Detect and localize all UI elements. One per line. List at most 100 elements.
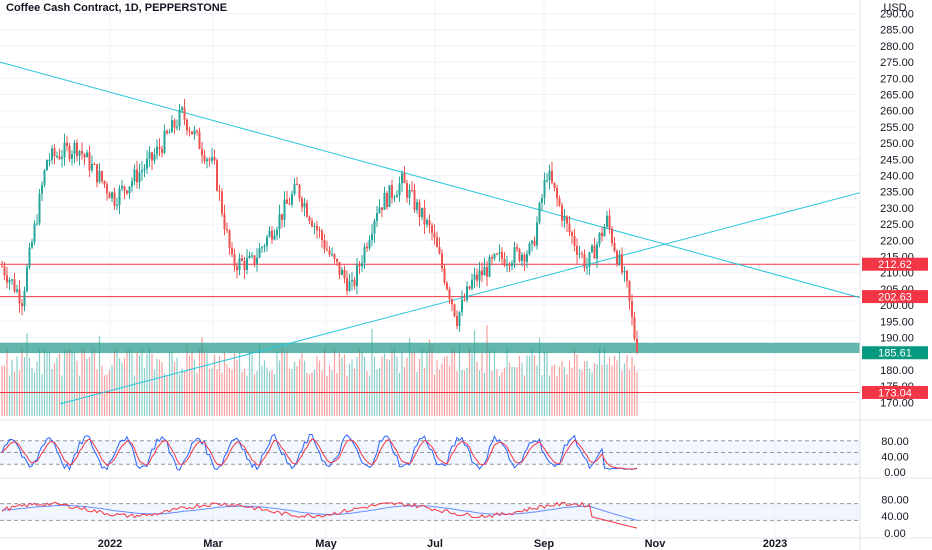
candle-body: [473, 274, 476, 280]
candle-body: [186, 119, 188, 131]
volume-bar: [521, 362, 523, 416]
volume-bar: [453, 349, 456, 416]
candle-body: [146, 158, 148, 169]
volume-bar: [483, 372, 486, 416]
volume-bar: [493, 349, 496, 416]
volume-bar: [558, 366, 561, 416]
volume-bar: [246, 375, 248, 416]
candle-body: [198, 131, 201, 149]
volume-bar: [343, 354, 346, 416]
stochastic-pane: [0, 433, 860, 471]
candle-body: [201, 148, 203, 156]
candle-body: [626, 270, 628, 281]
y-tick-label: 280.00: [880, 41, 914, 53]
volume-bar: [618, 351, 621, 416]
volume-bar: [598, 346, 601, 416]
volume-bar: [178, 374, 181, 416]
candle-body: [83, 154, 86, 158]
candle-body: [156, 146, 158, 155]
volume-bar: [486, 325, 488, 416]
horizontal-levels: [0, 263, 860, 393]
candle-body: [576, 245, 578, 255]
volume-bar: [268, 371, 271, 416]
candle-body: [533, 240, 536, 246]
candle-body: [521, 254, 523, 261]
volume-bar: [61, 375, 63, 416]
candle-body: [326, 249, 328, 251]
y-tick-label: 220.00: [880, 235, 914, 247]
volume-bar: [531, 347, 533, 416]
currency-label: USD: [883, 2, 906, 14]
volume-bar: [423, 367, 426, 416]
y-tick-label: 225.00: [880, 219, 914, 231]
volume-bar: [148, 347, 151, 416]
y-tick-label: 270.00: [880, 73, 914, 85]
candle-body: [193, 130, 196, 135]
candle-body: [331, 254, 333, 256]
candle-body: [621, 254, 623, 273]
candle-body: [346, 278, 348, 292]
last-price-label: 185.61: [878, 348, 912, 360]
volume-bar: [126, 350, 128, 416]
volume-bar: [603, 346, 606, 416]
candle-body: [356, 264, 358, 287]
volume-bar: [86, 358, 88, 416]
volume-bar: [341, 357, 343, 416]
volume-bar: [78, 375, 81, 416]
candle-body: [263, 245, 266, 248]
candle-body: [558, 198, 561, 206]
candle-body: [593, 245, 596, 259]
candle-body: [71, 154, 73, 159]
x-tick-label: Jul: [427, 538, 443, 550]
volume-bar: [248, 351, 251, 416]
candle-body: [153, 154, 156, 161]
volume-bar: [413, 352, 416, 416]
oscillator-signal-line: [1, 504, 638, 521]
volume-bar: [231, 370, 233, 416]
candle-body: [461, 299, 463, 312]
candle-body: [408, 189, 411, 198]
volume-bar: [621, 371, 623, 416]
volume-bar: [611, 365, 613, 416]
candle-body: [373, 220, 376, 234]
candle-body: [353, 279, 356, 287]
volume-bar: [41, 373, 43, 416]
volume-bar: [626, 354, 628, 416]
candle-body: [566, 216, 568, 224]
candle-body: [143, 168, 146, 171]
candle-body: [203, 155, 206, 162]
candle-body: [406, 183, 408, 198]
candle-body: [466, 286, 468, 301]
candle-body: [43, 170, 46, 186]
candle-body: [116, 205, 118, 207]
volume-bar: [616, 360, 618, 416]
candle-body: [378, 207, 381, 213]
oscillator-line: [1, 501, 638, 529]
volume-bar: [161, 362, 163, 416]
candle-body: [168, 132, 171, 134]
candle-body: [33, 223, 36, 242]
volume-bar: [386, 358, 388, 416]
volume-bar: [58, 353, 61, 416]
volume-bar: [191, 351, 193, 416]
candle-body: [248, 255, 251, 259]
volume-bar: [226, 364, 228, 416]
volume-bar: [266, 367, 268, 416]
candle-body: [491, 257, 493, 259]
volume-bar: [601, 365, 603, 416]
volume-bar: [631, 356, 633, 416]
volume-bar: [416, 371, 418, 416]
candle-body: [598, 232, 601, 245]
volume-bar: [101, 365, 103, 416]
volume-bar: [433, 374, 436, 416]
volume-bar: [338, 352, 341, 416]
candle-body: [416, 202, 418, 210]
volume-bar: [553, 364, 556, 416]
stochastic-y-tick: 0.00: [884, 467, 905, 479]
volume-bar: [421, 348, 423, 416]
candle-body: [428, 220, 431, 226]
candle-body: [21, 303, 23, 306]
volume-bar: [436, 360, 438, 416]
volume-bar: [68, 347, 71, 416]
